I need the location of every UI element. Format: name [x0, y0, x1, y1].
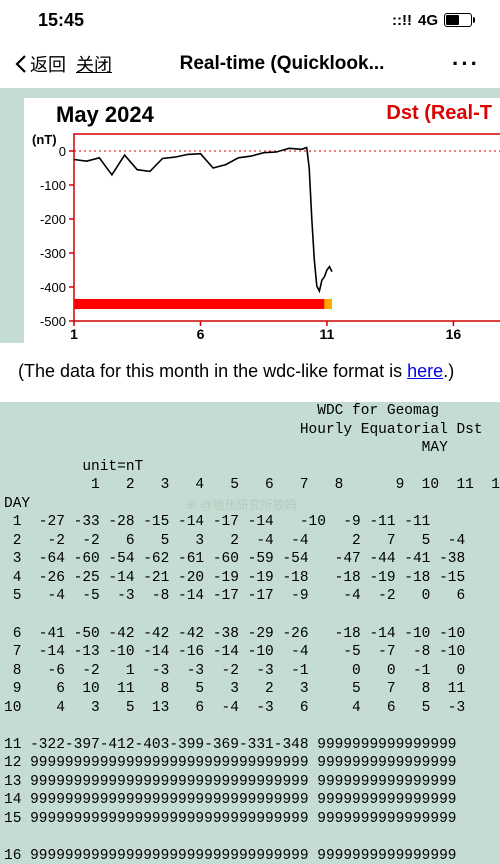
svg-text:0: 0: [59, 144, 66, 159]
data-table: WDC for Geomag Hourly Equatorial Dst MAY…: [0, 402, 500, 864]
weibo-watermark: ⊕ @地热研究所狼妈: [185, 498, 297, 513]
content-area: May 2024 Dst (Real-T (nT)0 -100 -200 -300 -4…: [0, 88, 500, 864]
chart-card: May 2024 Dst (Real-T (nT)0 -100 -200 -300 -4…: [24, 98, 500, 343]
close-button[interactable]: 关闭: [76, 51, 112, 77]
chevron-left-icon: [14, 54, 28, 74]
back-label: 返回: [30, 51, 66, 77]
svg-text:-200: -200: [40, 212, 66, 227]
caption: (The data for this month in the wdc-like…: [0, 343, 500, 402]
dst-chart: (nT)0-100-200-300-400-500161116: [24, 128, 500, 343]
svg-text:-100: -100: [40, 178, 66, 193]
battery-icon: [444, 13, 472, 27]
svg-text:11: 11: [320, 326, 335, 342]
network-label: 4G: [418, 12, 438, 29]
chart-right-label: Dst (Real-T: [386, 102, 492, 128]
back-button[interactable]: 返回: [14, 51, 66, 77]
chart-month: May 2024: [56, 102, 154, 128]
svg-text:-400: -400: [40, 280, 66, 295]
signal-icon: ::!!: [392, 12, 412, 29]
svg-text:(nT): (nT): [32, 132, 57, 147]
status-time: 15:45: [38, 10, 84, 31]
page-title: Real-time (Quicklook...: [122, 53, 442, 75]
svg-text:-500: -500: [40, 314, 66, 329]
svg-text:6: 6: [197, 326, 205, 342]
more-button[interactable]: ···: [452, 51, 486, 77]
svg-text:1: 1: [70, 326, 78, 342]
svg-text:-300: -300: [40, 246, 66, 261]
here-link[interactable]: here: [407, 361, 443, 381]
status-right: ::!! 4G: [392, 12, 472, 29]
caption-after: .): [443, 361, 454, 381]
svg-text:16: 16: [446, 326, 462, 342]
caption-before: (The data for this month in the wdc-like…: [18, 361, 407, 381]
